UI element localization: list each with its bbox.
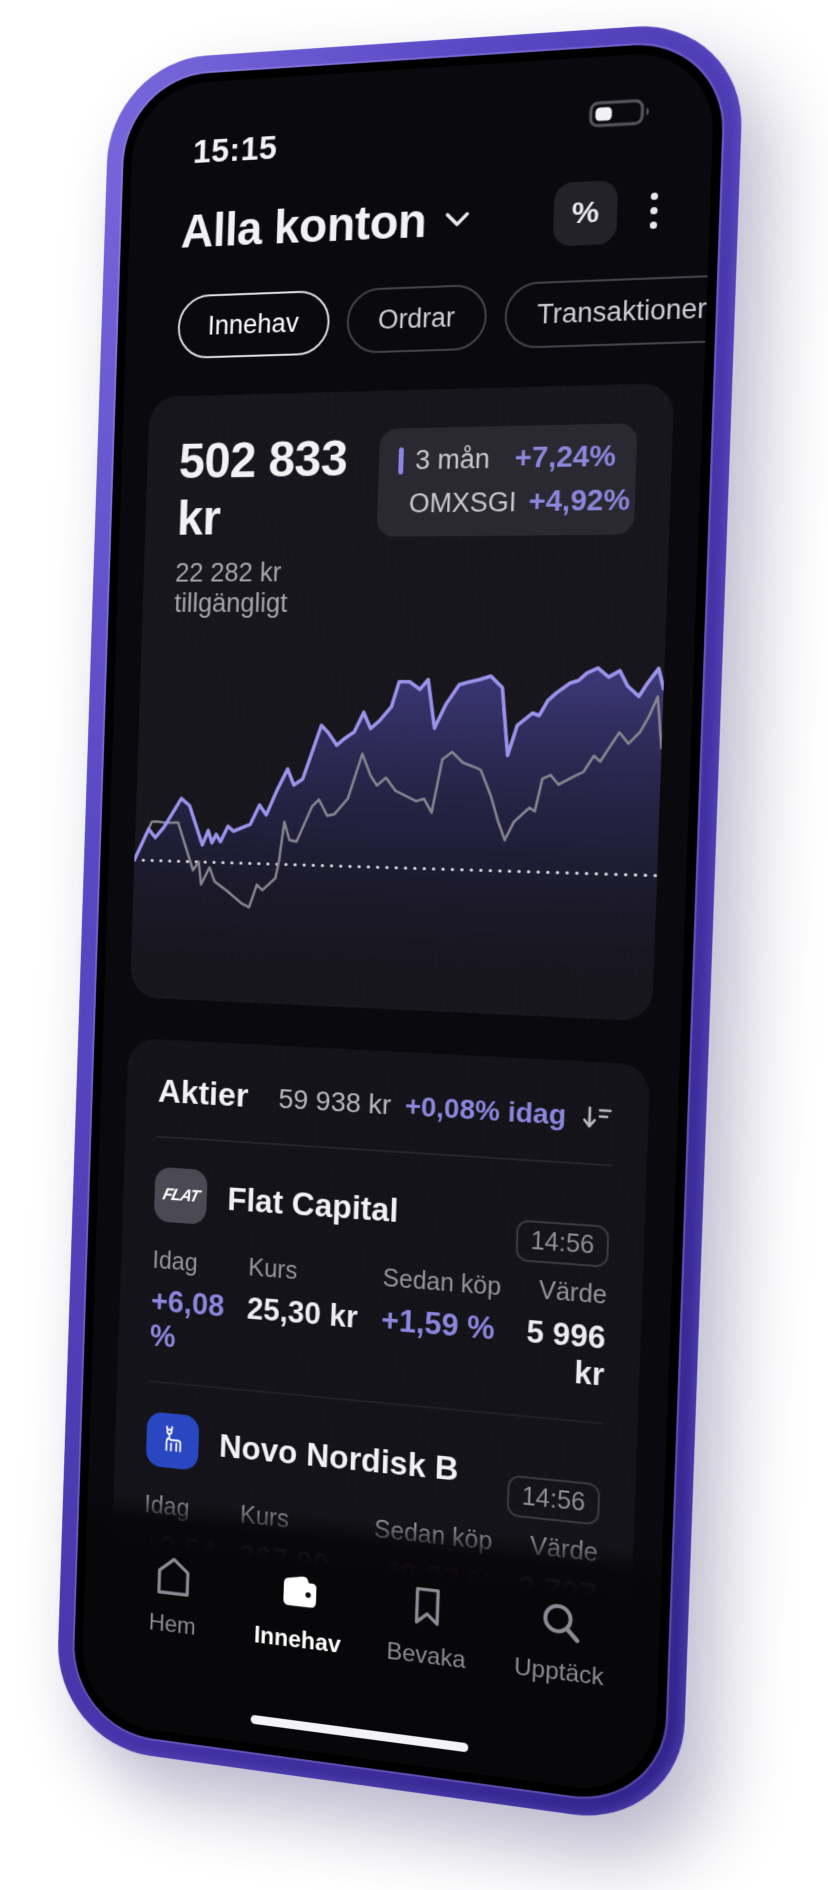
account-selector-label: Alla konton — [180, 194, 428, 258]
tab-label: Ordrar — [377, 302, 456, 335]
search-icon — [535, 1595, 586, 1650]
comparison-label: OMXSGI — [408, 486, 517, 519]
varde-value: 5 996 kr — [525, 1313, 607, 1393]
chevron-down-icon — [444, 210, 470, 229]
clock: 15:15 — [192, 128, 279, 171]
nav-label: Bevaka — [386, 1637, 467, 1675]
section-title: Aktier — [157, 1072, 249, 1115]
account-selector[interactable]: Alla konton — [180, 191, 471, 259]
bookmark-icon — [403, 1580, 452, 1634]
comparison-value: +7,24% — [514, 440, 617, 475]
tab-transaktioner[interactable]: Transaktioner — [503, 273, 709, 350]
nav-label: Innehav — [253, 1621, 342, 1659]
comparison-label: 3 mån — [414, 443, 491, 476]
portfolio-available: 22 282 kr tillgängligt — [173, 557, 288, 618]
nav-item-innehav[interactable]: Innehav — [234, 1560, 364, 1662]
sedan-kop-value: +1,59 % — [380, 1301, 496, 1347]
comparison-value: +4,92% — [527, 484, 631, 519]
quote-time-badge: 14:56 — [506, 1474, 601, 1526]
stock-metrics: Idag +6,08 % Kurs 25,30 kr Sedan köp +1,59 … — [149, 1246, 607, 1394]
flat-capital-logo: FLAT — [153, 1166, 208, 1225]
holdings-sum: 59 938 kr — [277, 1082, 392, 1120]
kurs-value: 302,20 kr — [230, 1785, 365, 1798]
quote-time-badge: 14:56 — [515, 1219, 610, 1268]
stock-name: Novo Nordisk B — [218, 1427, 460, 1488]
nav-item-bevaka[interactable]: Bevaka — [361, 1575, 495, 1679]
comparison-row: 3 mån +7,24% — [398, 440, 616, 477]
portfolio-total-value: 502 833 kr — [176, 430, 349, 546]
wallet-icon — [282, 1574, 317, 1609]
phone-mockup: 15:15 Alla konton — [54, 19, 746, 1830]
percent-toggle-label: % — [571, 195, 600, 231]
portfolio-summary: 502 833 kr 22 282 kr tillgängligt 3 mån … — [142, 383, 674, 619]
phone-screen: 15:15 Alla konton — [80, 49, 716, 1798]
metric-label: Kurs — [247, 1253, 298, 1286]
battery-icon — [588, 95, 650, 132]
stock-name: Flat Capital — [226, 1180, 399, 1230]
comparison-row: OMXSGI +4,92% — [396, 484, 631, 520]
kurs-value: 25,30 kr — [246, 1290, 359, 1335]
idag-value: +2,1 % — [134, 1771, 227, 1798]
header-actions: % — [552, 178, 665, 247]
series-color-bar — [398, 447, 404, 475]
holdings-change: +0,08% idag — [404, 1089, 567, 1131]
metric-label: Värde — [538, 1275, 608, 1310]
nav-item-upptack[interactable]: Upptäck — [491, 1590, 629, 1696]
tab-label: Innehav — [207, 307, 300, 341]
logo-text: FLAT — [160, 1184, 201, 1206]
tab-ordrar[interactable]: Ordrar — [345, 283, 488, 354]
holdings-header: Aktier 59 938 kr +0,08% idag — [157, 1072, 614, 1137]
nav-item-hem[interactable]: Hem — [111, 1546, 237, 1646]
home-icon — [151, 1551, 197, 1603]
nav-label: Hem — [148, 1608, 197, 1641]
tab-label: Transaktioner — [536, 292, 708, 330]
nav-label: Upptäck — [513, 1652, 605, 1692]
series-color-bar — [396, 490, 398, 518]
portfolio-card: 502 833 kr 22 282 kr tillgängligt 3 mån … — [129, 383, 675, 1022]
phone-bezel: 15:15 Alla konton — [71, 39, 726, 1809]
performance-chart[interactable] — [130, 642, 665, 985]
bull-icon — [156, 1423, 189, 1459]
stock-row-flat-capital[interactable]: FLAT Flat Capital 14:56 Idag +6,08 % Kurs… — [148, 1137, 612, 1425]
comparison-badge[interactable]: 3 mån +7,24% OMXSGI +4,92% — [376, 423, 638, 537]
idag-value: +6,08 % — [149, 1283, 225, 1355]
sort-icon[interactable] — [580, 1101, 614, 1134]
tab-innehav[interactable]: Innehav — [176, 289, 331, 360]
metric-label: Idag — [135, 1734, 182, 1768]
novo-nordisk-logo — [145, 1411, 200, 1471]
chart-container — [130, 642, 666, 995]
percent-toggle-button[interactable]: % — [552, 179, 619, 247]
overflow-menu-icon[interactable] — [643, 183, 665, 237]
portfolio-area-fill — [130, 665, 665, 985]
bottom-nav: Hem Innehav Bevaka — [80, 1489, 663, 1798]
metric-label: Idag — [152, 1246, 199, 1278]
metric-label: Sedan köp — [382, 1263, 502, 1302]
